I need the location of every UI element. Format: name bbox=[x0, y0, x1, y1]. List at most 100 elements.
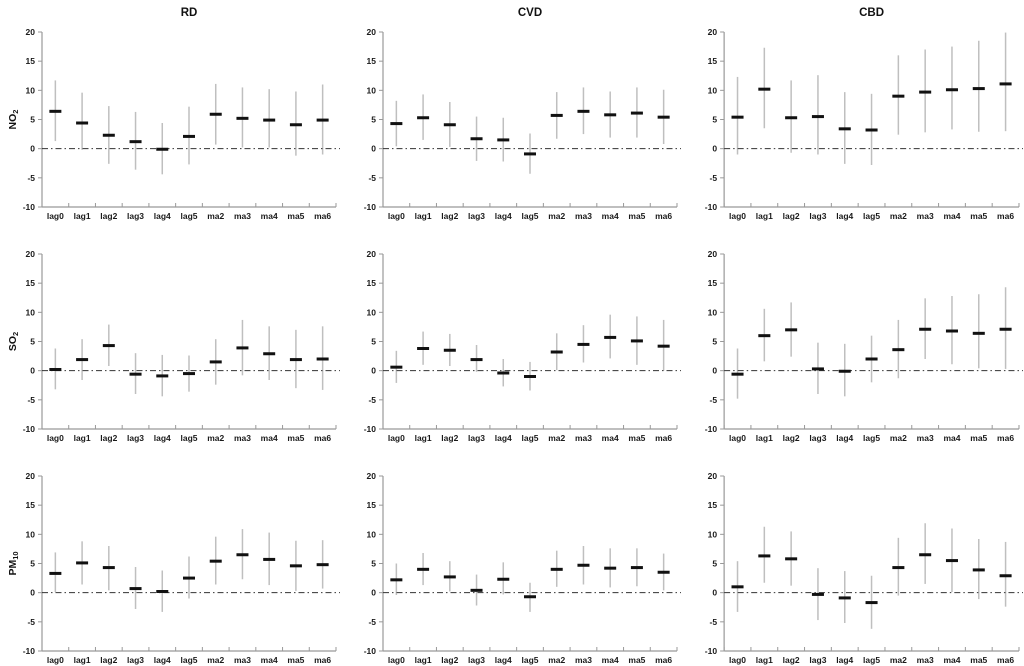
estimate-marker bbox=[102, 566, 115, 570]
x-category-label: ma2 bbox=[548, 433, 565, 443]
estimate-marker bbox=[76, 358, 89, 362]
estimate-marker bbox=[470, 137, 483, 141]
estimate-marker bbox=[49, 571, 62, 575]
x-category-label: lag1 bbox=[74, 211, 91, 221]
y-tick-label: 20 bbox=[26, 471, 36, 481]
chart-CVD-NO2: CVD -10 -5 0 5 10 15 20 lag0 lag1 lag2 lag3 lag4 lag5… bbox=[364, 7, 681, 221]
column-title: CVD bbox=[518, 7, 542, 19]
estimate-marker bbox=[577, 109, 590, 113]
estimate-marker bbox=[524, 595, 536, 599]
chart-CBD-NO2: CBD -10 -5 0 5 10 15 20 lag0 lag1 lag2 lag3 lag4 lag5… bbox=[705, 7, 1023, 221]
x-category-label: ma2 bbox=[890, 211, 907, 221]
x-category-label: lag2 bbox=[441, 211, 458, 221]
estimate-marker bbox=[236, 553, 249, 557]
estimate-marker bbox=[999, 574, 1012, 578]
x-category-label: lag4 bbox=[495, 655, 512, 665]
panel-CVD-PM10: -10 -5 0 5 10 15 20 lag0 lag1 lag2 lag3 lag4 lag5 ma2… bbox=[341, 444, 682, 666]
x-category-label: lag4 bbox=[836, 211, 853, 221]
y-tick-label: -10 bbox=[364, 202, 377, 212]
y-tick-label: 10 bbox=[708, 529, 718, 539]
x-category-label: ma4 bbox=[602, 655, 619, 665]
x-category-label: ma2 bbox=[890, 655, 907, 665]
x-category-label: lag4 bbox=[154, 433, 171, 443]
estimate-marker bbox=[657, 115, 670, 119]
x-category-label: lag2 bbox=[100, 433, 117, 443]
y-tick-label: 15 bbox=[26, 500, 36, 510]
estimate-marker bbox=[865, 357, 878, 361]
x-category-label: ma6 bbox=[314, 211, 331, 221]
estimate-marker bbox=[417, 116, 430, 120]
estimate-marker bbox=[316, 118, 329, 122]
x-category-label: ma6 bbox=[997, 433, 1014, 443]
y-tick-label: 10 bbox=[367, 529, 377, 539]
estimate-marker bbox=[550, 350, 563, 354]
estimate-marker bbox=[892, 348, 905, 352]
x-category-label: ma5 bbox=[628, 655, 645, 665]
estimate-marker bbox=[630, 566, 643, 570]
x-category-label: ma3 bbox=[234, 433, 251, 443]
x-category-label: ma2 bbox=[548, 211, 565, 221]
y-tick-label: 5 bbox=[371, 115, 376, 125]
chart-CVD-PM10: -10 -5 0 5 10 15 20 lag0 lag1 lag2 lag3 lag4 lag5 ma2… bbox=[364, 471, 681, 665]
x-category-label: ma6 bbox=[997, 655, 1014, 665]
x-category-label: lag3 bbox=[127, 211, 144, 221]
y-tick-label: 10 bbox=[708, 85, 718, 95]
x-category-label: ma3 bbox=[575, 655, 592, 665]
row-label: SO2 bbox=[7, 332, 20, 351]
y-tick-label: 20 bbox=[708, 249, 718, 259]
y-tick-label: 0 bbox=[30, 366, 35, 376]
estimate-marker bbox=[758, 554, 771, 558]
x-category-label: lag2 bbox=[100, 211, 117, 221]
x-category-label: lag5 bbox=[180, 211, 197, 221]
y-tick-label: -5 bbox=[27, 395, 35, 405]
estimate-marker bbox=[156, 147, 169, 151]
estimate-marker bbox=[102, 133, 115, 137]
y-tick-label: 15 bbox=[367, 56, 377, 66]
estimate-marker bbox=[289, 358, 302, 362]
y-tick-label: 5 bbox=[712, 559, 717, 569]
y-tick-label: 20 bbox=[367, 471, 377, 481]
y-tick-label: 10 bbox=[367, 307, 377, 317]
panel-CBD-NO2: CBD -10 -5 0 5 10 15 20 lag0 lag1 lag2 lag3 lag4 lag5… bbox=[682, 0, 1024, 222]
estimate-marker bbox=[865, 128, 878, 132]
estimate-marker bbox=[443, 123, 456, 127]
chart-CVD-SO2: -10 -5 0 5 10 15 20 lag0 lag1 lag2 lag3 lag4 lag5 ma2… bbox=[364, 249, 681, 443]
x-category-label: lag0 bbox=[47, 211, 64, 221]
x-category-label: lag5 bbox=[521, 211, 538, 221]
x-category-label: lag5 bbox=[863, 211, 880, 221]
estimate-marker bbox=[630, 111, 643, 115]
x-category-label: lag5 bbox=[863, 433, 880, 443]
y-tick-label: 0 bbox=[712, 144, 717, 154]
y-tick-label: 20 bbox=[367, 27, 377, 37]
y-tick-label: -10 bbox=[364, 646, 377, 656]
y-tick-label: -10 bbox=[705, 646, 718, 656]
estimate-marker bbox=[657, 570, 670, 574]
x-category-label: lag1 bbox=[74, 433, 91, 443]
x-category-label: lag1 bbox=[415, 211, 432, 221]
x-category-label: lag5 bbox=[180, 433, 197, 443]
y-tick-label: 10 bbox=[708, 307, 718, 317]
x-category-label: ma3 bbox=[575, 433, 592, 443]
estimate-marker bbox=[49, 368, 62, 371]
estimate-marker bbox=[156, 590, 169, 593]
x-category-label: lag4 bbox=[836, 433, 853, 443]
y-tick-label: -10 bbox=[705, 424, 718, 434]
y-tick-label: 10 bbox=[26, 307, 36, 317]
x-category-label: lag3 bbox=[809, 433, 826, 443]
x-category-label: lag0 bbox=[729, 211, 746, 221]
estimate-marker bbox=[289, 564, 302, 568]
estimate-marker bbox=[550, 567, 563, 571]
y-tick-label: -10 bbox=[364, 424, 377, 434]
x-category-label: lag4 bbox=[836, 655, 853, 665]
estimate-marker bbox=[630, 339, 643, 343]
x-category-label: lag0 bbox=[47, 655, 64, 665]
x-category-label: ma2 bbox=[207, 655, 224, 665]
panel-RD-PM10: PM10 -10 -5 0 5 10 15 20 lag0 lag1 lag2 lag3 lag4 lag… bbox=[0, 444, 341, 666]
y-tick-label: 20 bbox=[26, 249, 36, 259]
estimate-marker bbox=[390, 122, 403, 126]
estimate-marker bbox=[972, 87, 985, 91]
column-title: RD bbox=[181, 7, 198, 19]
estimate-marker bbox=[236, 346, 249, 350]
chart-RD-NO2: RD NO2 -10 -5 0 5 10 15 20 lag0 lag1 lag2 lag3 lag4 la… bbox=[7, 7, 340, 221]
estimate-marker bbox=[390, 578, 403, 582]
